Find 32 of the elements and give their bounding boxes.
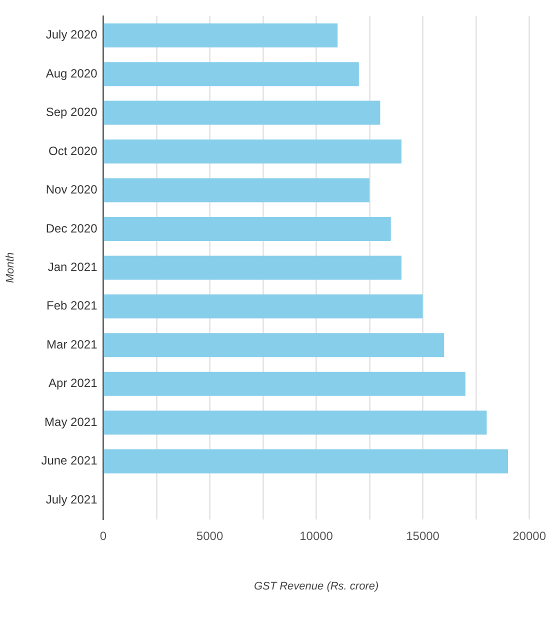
bar xyxy=(104,100,380,125)
bar xyxy=(104,410,487,435)
y-tick-label: May 2021 xyxy=(44,414,98,429)
x-tick-label: 0 xyxy=(100,528,107,543)
x-axis-title: GST Revenue (Rs. crore) xyxy=(254,580,379,592)
y-tick-label: Dec 2020 xyxy=(46,221,98,236)
bar xyxy=(104,372,466,396)
y-tick-label: Aug 2020 xyxy=(46,66,98,80)
y-tick-label: Jan 2021 xyxy=(48,260,98,274)
y-tick-label: Feb 2021 xyxy=(46,298,98,313)
y-tick-label: July 2020 xyxy=(46,28,98,42)
bar xyxy=(104,140,402,164)
y-tick-label: July 2021 xyxy=(46,492,98,506)
y-tick-label: Nov 2020 xyxy=(46,182,98,197)
bar xyxy=(104,294,423,318)
bar xyxy=(104,449,508,474)
bar xyxy=(104,333,444,358)
bar xyxy=(104,216,391,241)
y-tick-label: June 2021 xyxy=(41,454,98,468)
x-tick-label: 10000 xyxy=(300,528,334,543)
y-tick-label: Mar 2021 xyxy=(46,337,98,352)
bar xyxy=(104,23,338,48)
x-tick-label: 20000 xyxy=(512,528,546,543)
x-tick-label: 5000 xyxy=(196,528,224,543)
y-tick-label: Sep 2020 xyxy=(46,105,98,120)
x-tick-label: 15000 xyxy=(406,528,440,543)
bar xyxy=(104,178,370,202)
y-tick-label: Apr 2021 xyxy=(48,376,98,390)
bar xyxy=(104,62,359,86)
y-axis-title: Month xyxy=(4,252,17,283)
bar xyxy=(104,256,402,280)
y-tick-label: Oct 2020 xyxy=(48,144,98,158)
